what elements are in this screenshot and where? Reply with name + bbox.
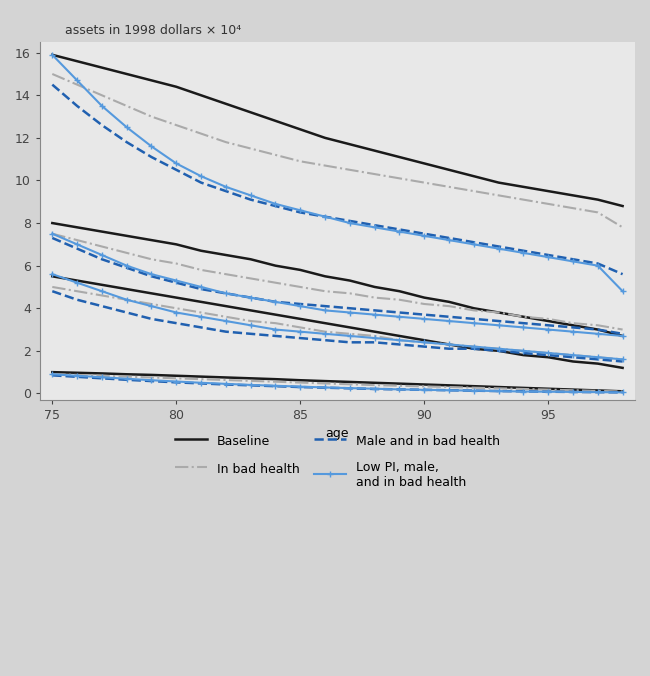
X-axis label: age: age bbox=[326, 427, 349, 440]
Legend: Baseline, In bad health, Male and in bad health, Low PI, male,
and in bad health: Baseline, In bad health, Male and in bad… bbox=[170, 428, 504, 493]
Text: assets in 1998 dollars × 10⁴: assets in 1998 dollars × 10⁴ bbox=[65, 24, 241, 37]
